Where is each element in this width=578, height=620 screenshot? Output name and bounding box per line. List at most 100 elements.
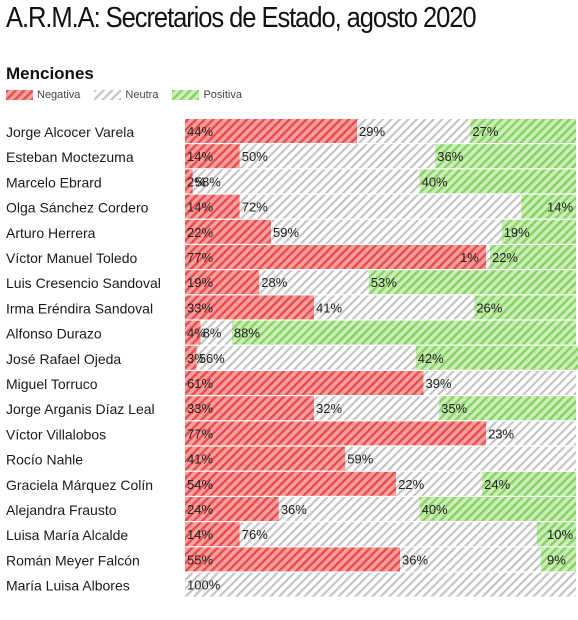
value-label-positiva-luisa-maria-alcalde: 10% [547, 527, 573, 542]
value-label-negativa-alfonso-durazo: 4% [187, 326, 206, 341]
value-label-negativa-alejandra-frausto: 24% [187, 502, 213, 517]
bar-neutra-graciela-marquez-colin [396, 471, 483, 496]
bar-negativa-rocio-nahle [185, 446, 346, 471]
bar-negativa-marcelo-ebrard [185, 169, 193, 194]
bar-negativa-jorge-alcocer-varela [185, 119, 358, 143]
value-label-neutra-alejandra-frausto: 36% [281, 502, 307, 517]
row-label-victor-manuel-toledo: Víctor Manuel Toledo [6, 250, 137, 266]
value-label-negativa-graciela-marquez-colin: 54% [187, 477, 213, 492]
bar-negativa-luis-cresencio-sandoval [185, 270, 260, 295]
bar-neutra-victor-manuel-toledo [486, 245, 490, 269]
value-label-neutra-miguel-torruco: 39% [426, 376, 452, 391]
bar-neutra-miguel-torruco [423, 371, 576, 395]
value-label-positiva-jose-rafael-ojeda: 42% [418, 351, 444, 366]
value-label-neutra-jorge-alcocer-varela: 29% [359, 124, 385, 139]
bar-positiva-jose-rafael-ojeda [415, 345, 578, 370]
bar-positiva-jorge-alcocer-varela [470, 119, 576, 143]
value-label-positiva-esteban-moctezuma: 36% [437, 149, 463, 164]
value-label-positiva-olga-sanchez-cordero: 14% [547, 200, 573, 215]
value-label-neutra-irma-erendira-sandoval: 41% [316, 300, 342, 315]
value-label-neutra-luisa-maria-alcalde: 76% [242, 527, 268, 542]
chart-subtitle: Menciones [6, 64, 94, 83]
bar-neutra-maria-luisa-albores [185, 572, 576, 597]
bar-negativa-luisa-maria-alcalde [185, 522, 240, 547]
value-label-neutra-alfonso-durazo: 8% [203, 326, 222, 341]
bar-neutra-alfonso-durazo [200, 320, 232, 345]
value-label-neutra-arturo-herrera: 59% [273, 225, 299, 240]
value-label-negativa-esteban-moctezuma: 14% [187, 149, 213, 164]
bar-negativa-alfonso-durazo [185, 320, 201, 345]
bar-neutra-esteban-moctezuma [239, 144, 436, 169]
value-label-negativa-jorge-arganis-diaz-leal: 33% [187, 401, 213, 416]
value-label-negativa-marcelo-ebrard: 2% [187, 174, 206, 189]
bar-positiva-luis-cresencio-sandoval [368, 270, 576, 295]
bar-positiva-alejandra-frausto [419, 497, 576, 521]
legend-swatch-neutra [94, 90, 122, 100]
bar-positiva-irma-erendira-sandoval [474, 295, 576, 320]
bar-negativa-irma-erendira-sandoval [185, 295, 315, 320]
value-label-neutra-jose-rafael-ojeda: 56% [199, 351, 225, 366]
value-label-positiva-luis-cresencio-sandoval: 53% [371, 275, 397, 290]
row-label-irma-erendira-sandoval: Irma Eréndira Sandoval [6, 300, 153, 316]
bar-negativa-arturo-herrera [185, 219, 272, 244]
row-label-graciela-marquez-colin: Graciela Márquez Colín [6, 477, 153, 493]
bar-neutra-alejandra-frausto [278, 497, 420, 521]
bar-negativa-jose-rafael-ojeda [185, 345, 197, 370]
value-label-neutra-victor-manuel-toledo: 1% [460, 250, 479, 265]
labels-group: Jorge Alcocer Varela 44% 29% 27% Esteban Moc… [6, 124, 573, 594]
row-label-alejandra-frausto: Alejandra Frausto [6, 502, 117, 518]
bar-neutra-luisa-maria-alcalde [239, 522, 537, 547]
bar-neutra-jose-rafael-ojeda [196, 345, 416, 370]
value-label-negativa-victor-villalobos: 77% [187, 426, 213, 441]
row-label-miguel-torruco: Miguel Torruco [6, 376, 98, 392]
bar-positiva-marcelo-ebrard [419, 169, 576, 194]
value-label-negativa-luisa-maria-alcalde: 14% [187, 527, 213, 542]
bar-negativa-victor-villalobos [185, 421, 487, 446]
legend-label-positiva: Positiva [203, 89, 242, 101]
row-label-luisa-maria-alcalde: Luisa María Alcalde [6, 527, 128, 543]
value-label-negativa-arturo-herrera: 22% [187, 225, 213, 240]
value-label-negativa-roman-meyer-falcon: 55% [187, 552, 213, 567]
bar-neutra-arturo-herrera [271, 219, 502, 244]
bar-negativa-alejandra-frausto [185, 497, 279, 521]
legend-label-neutra: Neutra [125, 89, 159, 101]
row-label-olga-sanchez-cordero: Olga Sánchez Cordero [6, 200, 149, 216]
bar-negativa-miguel-torruco [185, 371, 424, 395]
legend: Negativa Neutra Positiva [6, 89, 256, 101]
value-label-positiva-jorge-arganis-diaz-leal: 35% [441, 401, 467, 416]
value-label-neutra-luis-cresencio-sandoval: 28% [261, 275, 287, 290]
value-label-negativa-victor-manuel-toledo: 77% [187, 250, 213, 265]
bar-negativa-graciela-marquez-colin [185, 471, 397, 496]
value-label-neutra-rocio-nahle: 59% [347, 452, 373, 467]
bar-negativa-olga-sanchez-cordero [185, 194, 240, 219]
legend-swatch-negativa [6, 90, 33, 100]
row-label-marcelo-ebrard: Marcelo Ebrard [6, 174, 102, 190]
value-label-neutra-victor-villalobos: 23% [488, 426, 514, 441]
bars-group [185, 119, 578, 597]
value-label-positiva-roman-meyer-falcon: 9% [547, 552, 566, 567]
value-label-negativa-miguel-torruco: 61% [187, 376, 213, 391]
legend-item-neutra: Neutra [94, 89, 158, 101]
legend-label-negativa: Negativa [37, 89, 81, 101]
value-label-neutra-maria-luisa-albores: 100% [187, 578, 221, 593]
bar-positiva-olga-sanchez-cordero [521, 194, 576, 219]
value-label-negativa-luis-cresencio-sandoval: 19% [187, 275, 213, 290]
bar-negativa-esteban-moctezuma [185, 144, 240, 169]
legend-item-positiva: Positiva [172, 89, 242, 101]
bar-positiva-esteban-moctezuma [435, 144, 576, 169]
bar-neutra-jorge-alcocer-varela [357, 119, 471, 143]
value-label-negativa-irma-erendira-sandoval: 33% [187, 300, 213, 315]
bar-neutra-marcelo-ebrard [192, 169, 420, 194]
value-label-positiva-irma-erendira-sandoval: 26% [476, 300, 502, 315]
row-label-arturo-herrera: Arturo Herrera [6, 225, 96, 241]
row-label-jorge-arganis-diaz-leal: Jorge Arganis Díaz Leal [6, 401, 155, 417]
row-label-luis-cresencio-sandoval: Luis Cresencio Sandoval [6, 275, 161, 291]
bar-negativa-roman-meyer-falcon [185, 547, 401, 572]
value-label-positiva-alejandra-frausto: 40% [422, 502, 448, 517]
value-label-negativa-olga-sanchez-cordero: 14% [187, 200, 213, 215]
value-label-neutra-olga-sanchez-cordero: 72% [242, 200, 268, 215]
value-label-positiva-alfonso-durazo: 88% [234, 326, 260, 341]
row-label-rocio-nahle: Rocío Nahle [6, 452, 83, 468]
legend-item-negativa: Negativa [6, 89, 80, 101]
